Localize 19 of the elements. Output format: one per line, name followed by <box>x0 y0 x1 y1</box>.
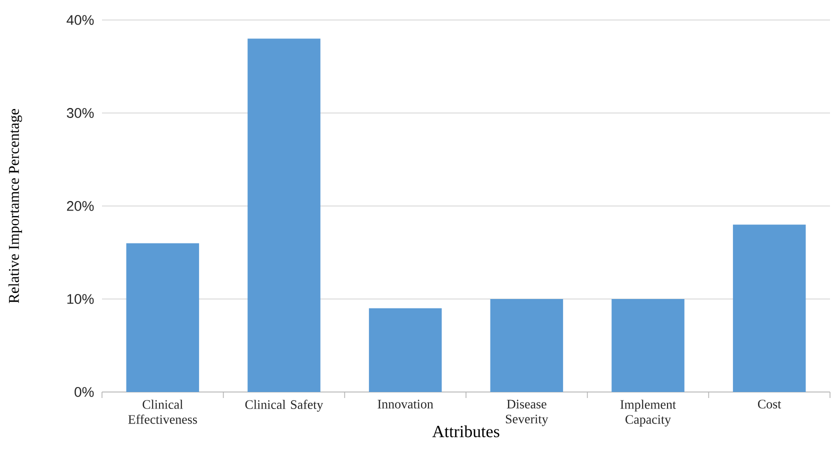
x-tick-label: Innovation <box>378 400 434 408</box>
y-tick-label: 40% <box>66 15 94 25</box>
bar <box>126 243 200 392</box>
x-tick-label: Implement Capacity <box>620 400 676 426</box>
bar <box>490 298 564 392</box>
x-axis-title: Attributes <box>432 425 500 438</box>
bar <box>732 224 806 392</box>
y-tick-label: 20% <box>67 201 94 211</box>
x-tick-label: Clinical Effectiveness <box>128 400 197 424</box>
x-tick-label: Cost <box>758 400 782 408</box>
bar <box>612 298 684 392</box>
bar <box>248 38 320 392</box>
x-tick-label: Disease Severity <box>506 400 548 426</box>
y-axis-title: Relative Importamce Percentage <box>8 108 22 304</box>
y-tick-label: 0% <box>74 387 94 397</box>
y-tick-label: 10% <box>67 294 94 304</box>
bar <box>368 308 442 392</box>
x-tick-label: Clinical Safety <box>245 400 324 412</box>
y-tick-label: 30% <box>66 108 94 118</box>
